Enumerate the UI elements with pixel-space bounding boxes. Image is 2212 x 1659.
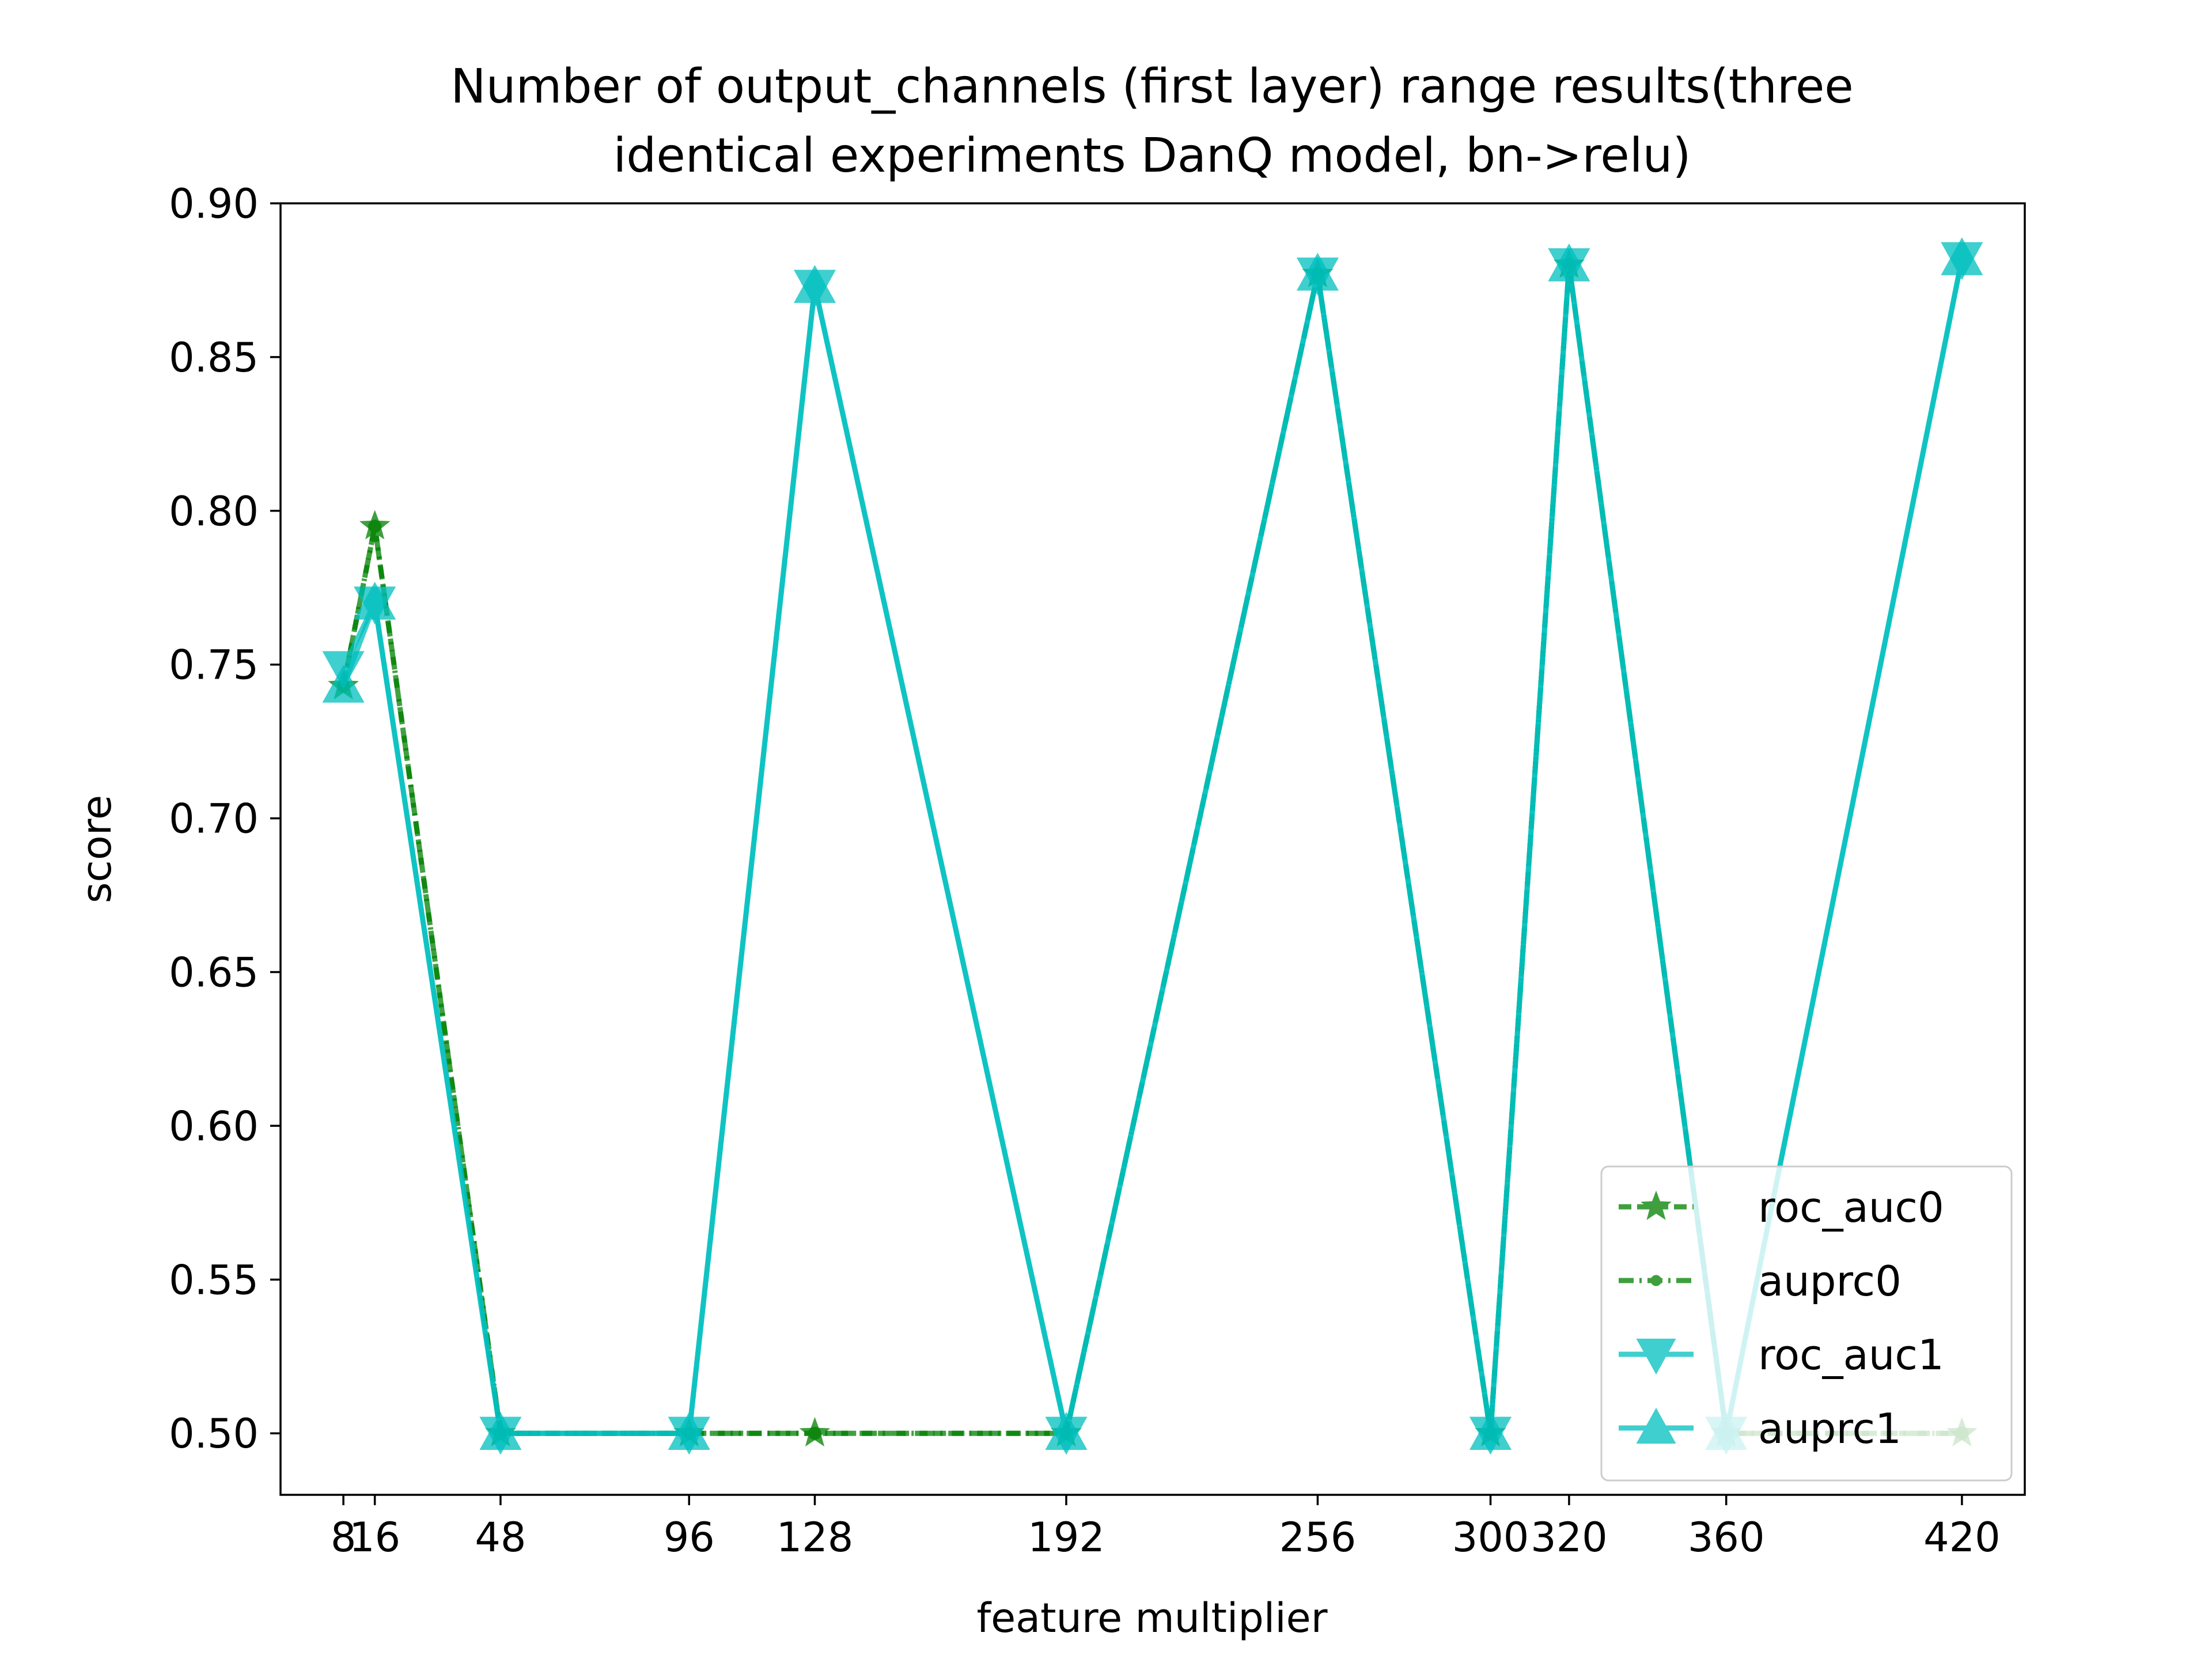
- x-axis-label: feature multiplier: [976, 1594, 1327, 1642]
- legend-entry-auprc1: [1619, 1407, 1694, 1444]
- tick-layer: 816 48 96 128 192 256 300 320 360 420 0.50 0.55 0.60…: [169, 180, 2001, 1561]
- legend-label: roc_auc1: [1758, 1331, 1944, 1379]
- plot-frame: [279, 202, 2026, 1496]
- x-tick-label: 96: [664, 1514, 715, 1561]
- y-tick-label: 0.65: [169, 949, 259, 997]
- data-point-auprc1: [668, 1412, 710, 1450]
- data-point-auprc1: [1941, 237, 1983, 275]
- data-point-auprc1: [322, 664, 365, 703]
- data-point-auprc1: [354, 581, 396, 620]
- y-tick-label: 0.60: [169, 1103, 259, 1150]
- legend-marker: [1636, 1407, 1676, 1444]
- y-tick-label: 0.50: [169, 1410, 259, 1457]
- chart-title-line-1: Number of output_channels (first layer) …: [450, 59, 1854, 114]
- legend-marker: [1636, 1338, 1676, 1375]
- x-tick-label: 420: [1923, 1514, 2001, 1561]
- y-tick-label: 0.75: [169, 642, 259, 689]
- data-point-auprc0: [368, 520, 382, 533]
- legend-label: auprc1: [1758, 1404, 1902, 1453]
- legend-label: roc_auc0: [1758, 1183, 1944, 1232]
- data-point-auprc1: [1296, 252, 1339, 291]
- y-tick-label: 0.90: [169, 180, 259, 228]
- x-tick-label: 8: [331, 1514, 357, 1561]
- legend-marker: [1641, 1190, 1672, 1220]
- x-tick-label: 320: [1531, 1514, 1608, 1561]
- x-tick-label: 192: [1028, 1514, 1105, 1561]
- x-tick-label: 128: [777, 1514, 854, 1561]
- data-point-auprc1: [793, 265, 836, 303]
- y-tick-label: 0.80: [169, 488, 259, 535]
- legend-entry-roc_auc1: [1619, 1338, 1694, 1375]
- data-point-auprc1: [1469, 1412, 1512, 1450]
- x-tick-label: 360: [1688, 1514, 1765, 1561]
- data-point-auprc1: [479, 1412, 522, 1450]
- chart-title-line-2: identical experiments DanQ model, bn->re…: [613, 128, 1691, 183]
- y-axis-label: score: [73, 795, 120, 903]
- x-tick-label: 16: [349, 1514, 400, 1561]
- series-auprc1: [322, 237, 1983, 1450]
- x-tick-label: 48: [475, 1514, 526, 1561]
- legend-entry-auprc0: [1619, 1275, 1694, 1286]
- legend-box: [1600, 1165, 2013, 1482]
- data-point-auprc1: [1045, 1412, 1088, 1450]
- legend-entry-roc_auc0: [1619, 1190, 1694, 1220]
- x-tick-label: 256: [1279, 1514, 1357, 1561]
- x-tick-label: 300: [1452, 1514, 1529, 1561]
- legend: roc_auc0 auprc0 roc_auc1 auprc1: [1600, 1165, 2013, 1482]
- data-point-auprc0: [808, 1426, 821, 1440]
- legend-marker: [1650, 1275, 1662, 1286]
- y-tick-label: 0.70: [169, 796, 259, 843]
- data-point-auprc1: [1548, 243, 1590, 282]
- y-tick-label: 0.85: [169, 334, 259, 381]
- legend-label: auprc0: [1758, 1257, 1902, 1305]
- y-tick-label: 0.55: [169, 1256, 259, 1304]
